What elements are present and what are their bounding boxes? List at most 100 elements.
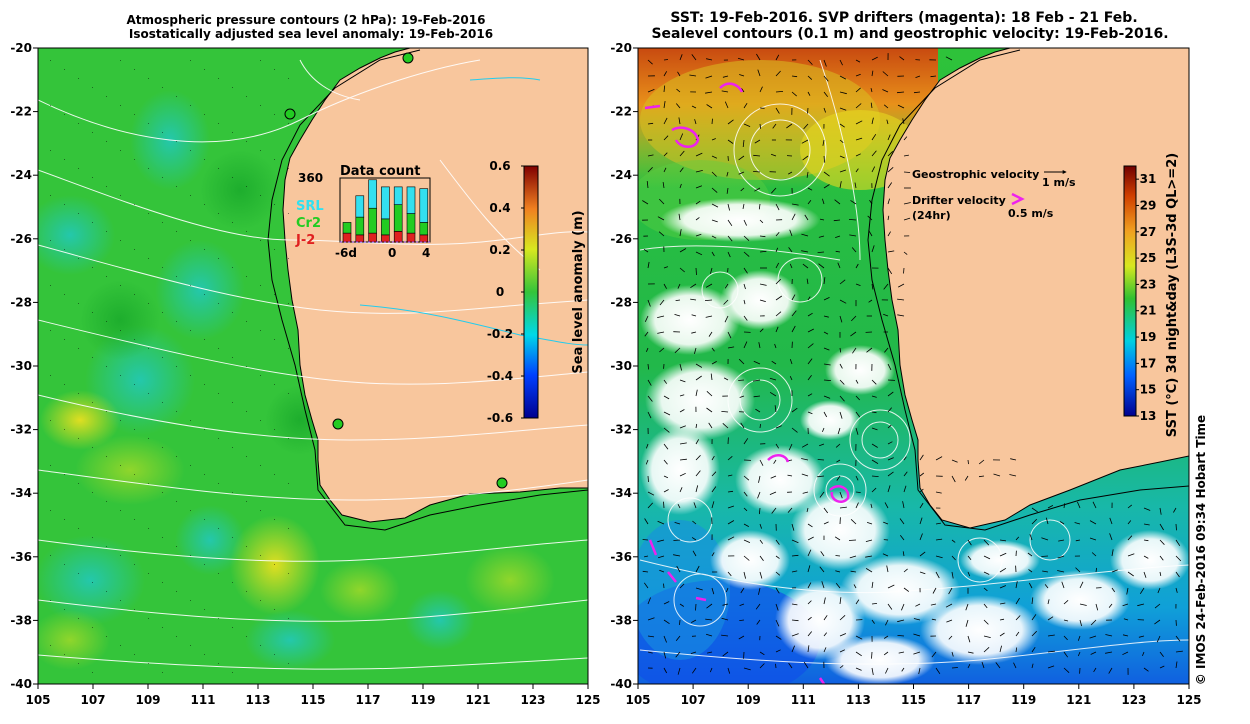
stipple-dot	[190, 240, 191, 241]
stipple-dot	[190, 195, 191, 196]
geo-velocity-label: Geostrophic velocity	[912, 168, 1039, 181]
stipple-dot	[148, 213, 149, 214]
right-x-tick-label: 111	[791, 693, 816, 707]
stipple-dot	[120, 240, 121, 241]
right-x-tick-label: 105	[625, 693, 650, 707]
sla-colorbar-label: Sea level anomaly (m)	[571, 210, 586, 373]
stipple-dot	[148, 78, 149, 79]
stipple-dot	[106, 411, 107, 412]
left-x-tick-label: 121	[465, 693, 490, 707]
stipple-dot	[204, 69, 205, 70]
left-y-tick-label: -24	[10, 168, 32, 182]
velocity-arrow	[1041, 556, 1048, 557]
stipple-dot	[274, 384, 275, 385]
stipple-dot	[232, 537, 233, 538]
stipple-dot	[190, 645, 191, 646]
stipple-dot	[162, 267, 163, 268]
stipple-dot	[218, 303, 219, 304]
drifter-velocity-label: Drifter velocity	[912, 194, 1006, 207]
stipple-dot	[260, 330, 261, 331]
stipple-dot	[176, 96, 177, 97]
stipple-dot	[50, 375, 51, 376]
right-x-tick-label: 121	[1066, 693, 1091, 707]
stipple-dot	[134, 609, 135, 610]
footer-credit: © IMOS 24-Feb-2016 09:34 Hobart Time	[1194, 415, 1208, 685]
stipple-dot	[190, 285, 191, 286]
stipple-dot	[246, 636, 247, 637]
stipple-dot	[148, 438, 149, 439]
stipple-dot	[218, 123, 219, 124]
data-count-bar-j2	[369, 233, 377, 242]
drifter-velocity-sub: (24hr)	[912, 209, 951, 222]
stipple-dot	[148, 483, 149, 484]
stipple-dot	[246, 276, 247, 277]
stipple-dot	[232, 177, 233, 178]
stipple-dot	[92, 537, 93, 538]
stipple-dot	[190, 555, 191, 556]
velocity-arrow	[696, 268, 697, 275]
stipple-dot	[288, 618, 289, 619]
velocity-arrow	[643, 540, 648, 541]
stipple-dot	[288, 528, 289, 529]
stipple-dot	[176, 591, 177, 592]
stipple-dot	[204, 114, 205, 115]
stipple-dot	[120, 375, 121, 376]
stipple-dot	[92, 132, 93, 133]
stipple-dot	[50, 510, 51, 511]
stipple-dot	[148, 168, 149, 169]
data-count-title: Data count	[340, 164, 420, 179]
stipple-dot	[190, 420, 191, 421]
stipple-dot	[78, 573, 79, 574]
left-x-tick-label: 109	[135, 693, 160, 707]
stipple-dot	[274, 159, 275, 160]
right-x-tick-label: 115	[901, 693, 926, 707]
right-y-axis: -20-22-24-26-28-30-32-34-36-38-40	[610, 41, 638, 691]
stipple-dot	[64, 69, 65, 70]
stipple-dot	[92, 177, 93, 178]
right-y-tick-label: -38	[610, 613, 632, 627]
stipple-dot	[106, 501, 107, 502]
left-y-tick-label: -36	[10, 550, 32, 564]
left-y-axis: -20-22-24-26-28-30-32-34-36-38-40	[10, 41, 38, 691]
left-title-line1: Atmospheric pressure contours (2 hPa): 1…	[127, 13, 486, 27]
stipple-dot	[218, 78, 219, 79]
stipple-dot	[218, 213, 219, 214]
stipple-dot	[274, 609, 275, 610]
left-y-tick-label: -30	[10, 359, 32, 373]
data-count-bar-cr2	[343, 222, 351, 233]
sst-tick-label: 25	[1140, 251, 1157, 265]
left-x-tick-label: 125	[575, 693, 600, 707]
stipple-dot	[204, 204, 205, 205]
velocity-arrow	[664, 584, 665, 588]
legend-cr2: Cr2	[296, 216, 321, 231]
stipple-dot	[120, 645, 121, 646]
stipple-dot	[50, 555, 51, 556]
left-y-tick-label: -26	[10, 232, 32, 246]
stipple-dot	[260, 105, 261, 106]
stipple-dot	[176, 231, 177, 232]
velocity-arrow	[738, 380, 744, 381]
velocity-arrow	[664, 60, 668, 61]
stipple-dot	[64, 249, 65, 250]
stipple-dot	[176, 546, 177, 547]
stipple-dot	[50, 420, 51, 421]
stipple-dot	[162, 222, 163, 223]
stipple-dot	[176, 456, 177, 457]
velocity-arrow	[696, 604, 697, 611]
stipple-dot	[232, 87, 233, 88]
velocity-arrow	[664, 502, 665, 508]
right-y-tick-label: -28	[610, 295, 632, 309]
stipple-dot	[106, 276, 107, 277]
stipple-dot	[176, 276, 177, 277]
right-y-tick-label: -30	[610, 359, 632, 373]
velocity-arrow	[952, 668, 958, 669]
stipple-dot	[78, 168, 79, 169]
right-y-tick-label: -26	[610, 232, 632, 246]
stipple-dot	[134, 294, 135, 295]
stipple-dot	[92, 447, 93, 448]
right-y-tick-label: -24	[610, 168, 632, 182]
stipple-dot	[120, 600, 121, 601]
stipple-dot	[78, 438, 79, 439]
